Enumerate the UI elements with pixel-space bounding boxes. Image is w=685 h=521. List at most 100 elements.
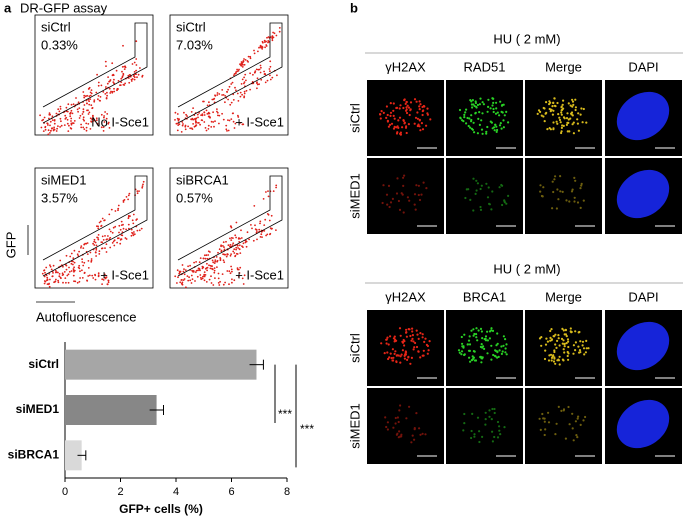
bar (65, 395, 157, 425)
event-dot (230, 265, 233, 268)
event-dot (174, 111, 177, 114)
event-dot (83, 261, 86, 264)
focus-dot (496, 436, 500, 439)
focus-dot (407, 328, 410, 331)
event-dot (141, 75, 144, 78)
event-dot (278, 27, 281, 29)
event-dot (218, 248, 221, 251)
focus-dot (567, 345, 570, 349)
focus-dot (486, 110, 489, 113)
event-dot (263, 73, 266, 75)
event-dot (189, 279, 192, 282)
event-dot (225, 240, 227, 243)
focus-dot (573, 200, 576, 203)
event-dot (94, 278, 97, 281)
event-dot (125, 228, 127, 231)
event-dot (233, 252, 236, 254)
event-dot (141, 185, 144, 188)
event-dot (49, 120, 52, 123)
event-dot (86, 94, 89, 97)
event-dot (106, 238, 108, 241)
event-dot (270, 36, 272, 38)
event-dot (103, 115, 105, 117)
focus-dot (410, 339, 413, 342)
event-dot (253, 49, 255, 52)
focus-dot (571, 98, 574, 101)
focus-dot (385, 193, 389, 196)
focus-dot (492, 353, 495, 357)
nucleus (616, 321, 670, 371)
event-dot (67, 130, 70, 133)
event-dot (48, 117, 50, 120)
event-dot (193, 261, 196, 264)
event-dot (77, 101, 80, 104)
focus-dot (569, 327, 572, 330)
event-dot (267, 213, 270, 216)
focus-dot (472, 121, 475, 124)
event-dot (69, 127, 72, 129)
event-dot (243, 81, 246, 83)
event-dot (105, 251, 108, 253)
column-label: RAD51 (464, 59, 506, 74)
event-dot (131, 219, 134, 222)
focus-dot (411, 330, 414, 333)
event-dot (100, 224, 103, 227)
focus-dot (500, 183, 503, 187)
event-dot (95, 119, 98, 122)
event-dot (217, 272, 220, 275)
event-dot (43, 116, 46, 119)
focus-dot (500, 352, 503, 355)
focus-dot (395, 433, 398, 436)
focus-dot (538, 417, 541, 420)
event-dot (200, 119, 203, 121)
event-dot (87, 260, 90, 262)
focus-dot (579, 187, 582, 190)
event-dot (79, 277, 81, 279)
event-dot (83, 104, 86, 106)
event-dot (88, 274, 91, 277)
focus-dot (486, 330, 489, 333)
event-dot (206, 262, 208, 265)
event-dot (185, 113, 188, 116)
event-dot (125, 196, 128, 198)
focus-dot (480, 330, 483, 333)
event-dot (48, 285, 51, 288)
focus-dot (504, 351, 507, 354)
focus-dot (544, 112, 547, 115)
event-dot (182, 270, 185, 273)
event-dot (269, 232, 272, 235)
event-dot (97, 234, 100, 236)
event-dot (132, 232, 134, 235)
focus-dot (397, 420, 400, 424)
focus-dot (493, 129, 496, 132)
event-dot (241, 93, 244, 96)
event-dot (139, 67, 141, 69)
label-bg (173, 19, 225, 55)
event-dot (228, 85, 231, 88)
focus-dot (566, 354, 569, 358)
event-dot (81, 261, 84, 263)
event-dot (46, 122, 49, 125)
event-dot (78, 280, 81, 283)
event-dot (91, 107, 94, 110)
event-dot (117, 88, 119, 90)
event-dot (206, 257, 209, 260)
focus-dot (413, 438, 416, 441)
micrograph (367, 388, 444, 464)
event-dot (243, 92, 246, 95)
event-dot (208, 264, 210, 267)
focus-dot (475, 333, 478, 336)
event-dot (258, 46, 260, 49)
event-dot (83, 94, 86, 97)
focus-dot (561, 190, 564, 193)
focus-dot (559, 190, 562, 193)
event-dot (244, 241, 247, 244)
event-dot (127, 223, 130, 226)
event-dot (86, 279, 88, 282)
focus-dot (490, 208, 493, 211)
event-dot (263, 70, 265, 73)
event-dot (102, 130, 105, 132)
event-dot (120, 77, 123, 80)
event-dot (47, 129, 50, 132)
focus-dot (542, 106, 545, 110)
